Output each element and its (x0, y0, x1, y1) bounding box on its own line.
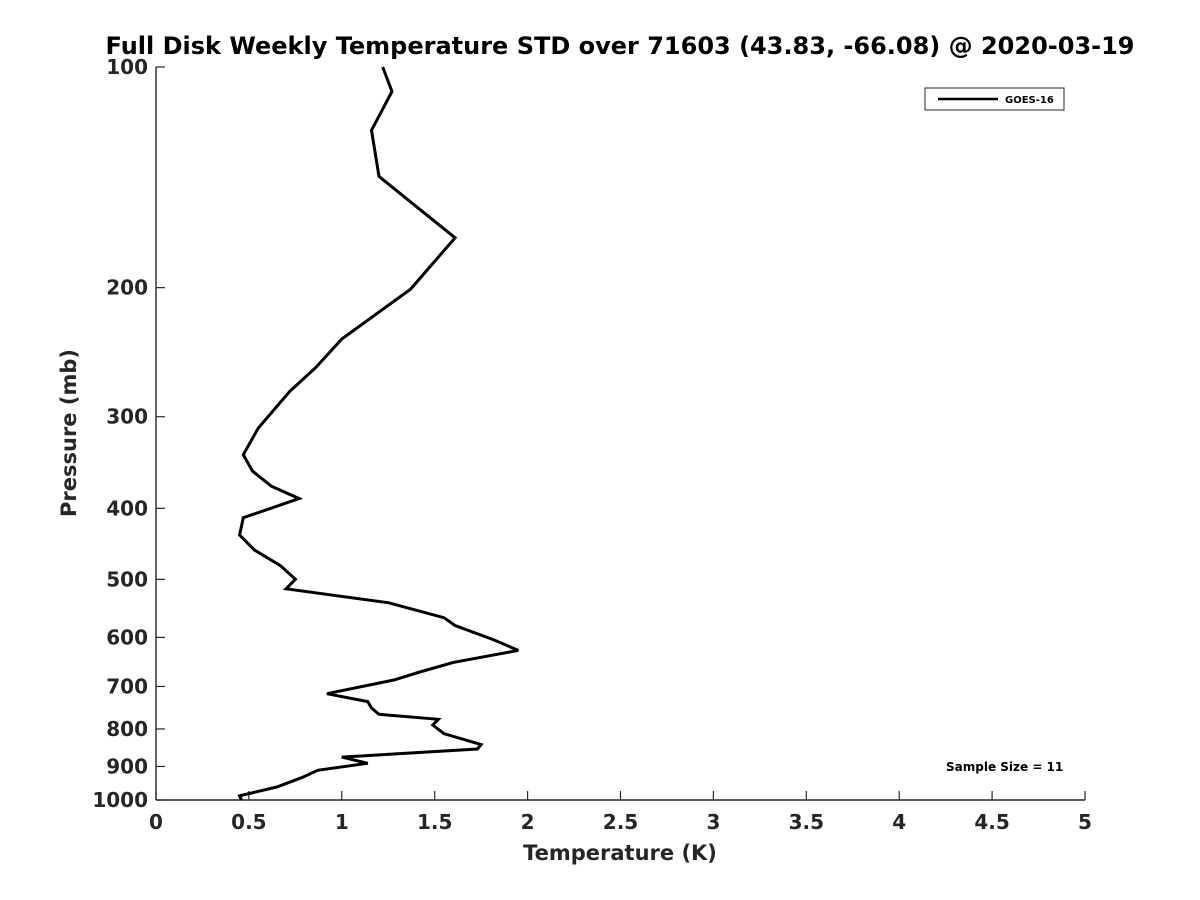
chart-title: Full Disk Weekly Temperature STD over 71… (106, 32, 1135, 60)
y-tick-label: 300 (106, 405, 148, 429)
x-tick-label: 4 (892, 810, 906, 834)
x-tick-label: 0.5 (231, 810, 266, 834)
series-layer (237, 66, 519, 801)
x-tick-label: 5 (1078, 810, 1092, 834)
x-tick-label: 0 (149, 810, 163, 834)
x-tick-label: 3.5 (789, 810, 824, 834)
x-tick-label: 2 (521, 810, 535, 834)
x-tick-label: 4.5 (974, 810, 1009, 834)
series-line-goes-16 (237, 66, 519, 801)
x-tick-label: 2.5 (603, 810, 638, 834)
legend: GOES-16 (924, 87, 1065, 111)
sample-size-annotation: Sample Size = 11 (946, 760, 1063, 774)
y-tick-label: 700 (106, 674, 148, 698)
legend-label-goes-16: GOES-16 (1005, 95, 1054, 106)
x-tick-label: 1.5 (417, 810, 452, 834)
x-tick-label: 3 (706, 810, 720, 834)
y-tick-label: 500 (106, 567, 148, 591)
y-tick-label: 400 (106, 496, 148, 520)
y-axis-label: Pressure (mb) (57, 349, 81, 517)
y-tick-label: 800 (106, 717, 148, 741)
x-tick-label: 1 (335, 810, 349, 834)
y-tick-label: 1000 (92, 788, 148, 812)
x-ticks: 0 0.5 1 1.5 2 2.5 3 3.5 4 4.5 5 (149, 791, 1092, 834)
y-ticks: 100 200 300 400 500 600 700 800 900 1000 (92, 55, 165, 812)
axes (155, 67, 1085, 801)
y-tick-label: 100 (106, 55, 148, 79)
x-axis-label: Temperature (K) (523, 841, 717, 865)
y-tick-label: 600 (106, 625, 148, 649)
y-tick-label: 900 (106, 754, 148, 778)
y-tick-label: 200 (106, 276, 148, 300)
